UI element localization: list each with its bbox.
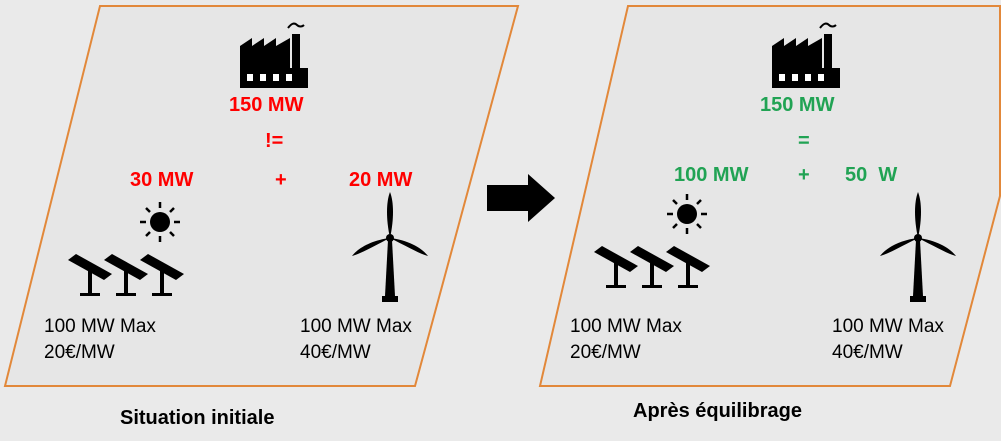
- left-wind-output: 20 MW: [349, 169, 413, 191]
- sun-icon: [140, 202, 180, 242]
- right-wind-output: 50 W: [845, 164, 898, 186]
- right-solar-output: 100 MW: [674, 164, 749, 186]
- left-solar-capacity: 100 MW Max: [44, 316, 156, 337]
- solar-panel-icon: [68, 254, 184, 296]
- right-factory-output: 150 MW: [760, 94, 835, 116]
- right-solar-price: 20€/MW: [570, 342, 641, 363]
- left-wind-price: 40€/MW: [300, 342, 371, 363]
- right-plus: +: [798, 164, 810, 186]
- factory-icon: [772, 22, 840, 88]
- left-solar-output: 30 MW: [130, 169, 194, 191]
- left-wind-capacity: 100 MW Max: [300, 316, 412, 337]
- left-caption: Situation initiale: [120, 407, 275, 429]
- right-caption: Après équilibrage: [633, 400, 802, 422]
- sun-icon: [667, 194, 707, 234]
- right-panel-frame: [538, 5, 1001, 387]
- right-operator: =: [798, 130, 810, 152]
- left-solar-price: 20€/MW: [44, 342, 115, 363]
- arrow-right-icon: [487, 174, 555, 222]
- factory-icon: [240, 22, 308, 88]
- right-wind-capacity: 100 MW Max: [832, 316, 944, 337]
- left-plus: +: [275, 169, 287, 191]
- left-operator: !=: [265, 130, 284, 152]
- left-factory-output: 150 MW: [229, 94, 304, 116]
- right-solar-capacity: 100 MW Max: [570, 316, 682, 337]
- right-wind-price: 40€/MW: [832, 342, 903, 363]
- solar-panel-icon: [594, 246, 710, 288]
- wind-turbine-icon: [352, 192, 428, 302]
- wind-turbine-icon: [880, 192, 956, 302]
